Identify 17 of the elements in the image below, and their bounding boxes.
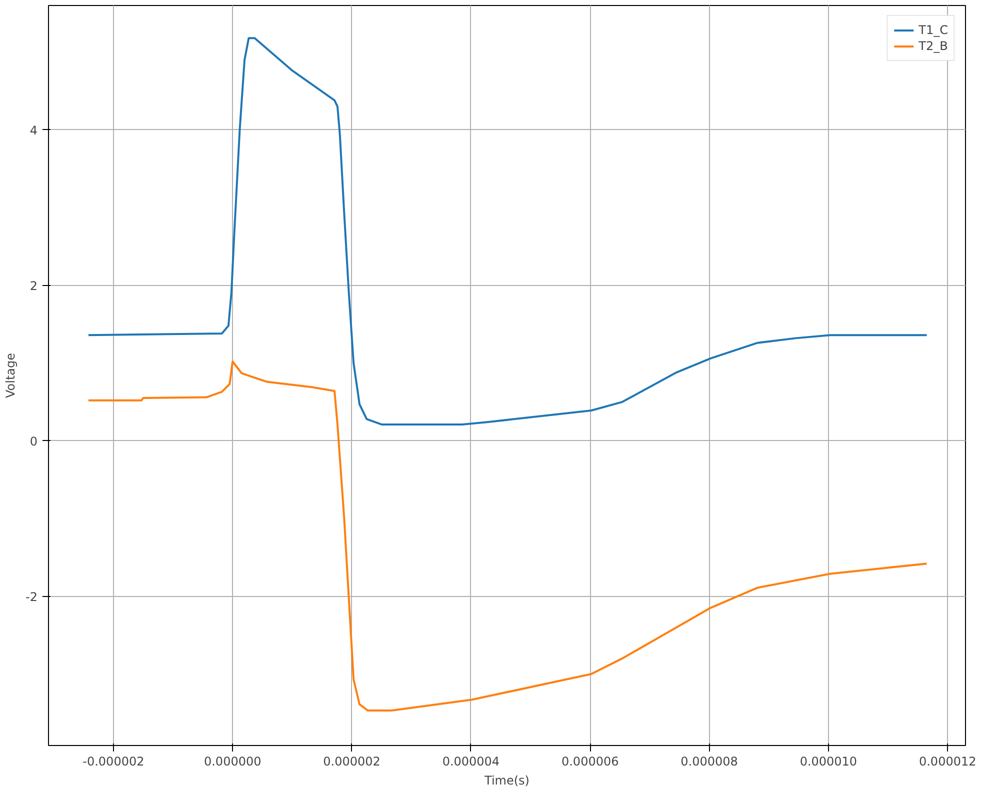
x-tick-label: -0.000002 [82,754,144,768]
x-axis-title: Time(s) [484,774,530,788]
line-series [87,360,928,712]
y-tick-label: 0 [30,434,38,448]
y-tick-label: 2 [30,278,38,293]
y-tick-label: -2 [26,590,38,604]
legend-label: T2_B [918,38,948,54]
x-tick-label: 0.000012 [918,754,976,768]
x-tick-label: 0.000004 [442,754,500,768]
legend-label: T1_C [918,22,948,38]
x-tick-label: 0.000002 [323,754,380,768]
x-tick-label: 0.000000 [204,754,262,768]
x-tick-label: 0.000010 [800,754,858,768]
y-axis-title: Voltage [4,352,18,398]
x-tick-label: 0.000006 [561,754,619,768]
x-tick-label: 0.000008 [680,754,738,768]
y-tick-label: 4 [30,123,38,138]
